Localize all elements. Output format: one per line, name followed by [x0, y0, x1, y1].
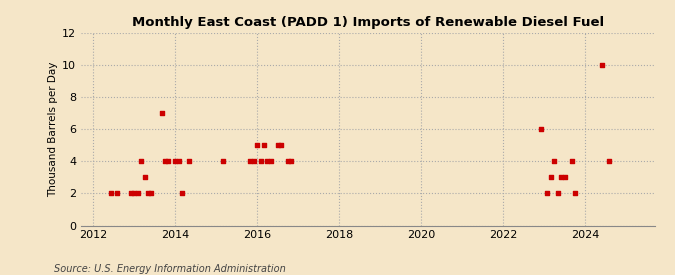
Point [603, 159, 614, 164]
Point [136, 159, 146, 164]
Point [111, 191, 122, 196]
Point [286, 159, 296, 164]
Point [570, 191, 580, 196]
Point [566, 159, 577, 164]
Point [252, 143, 263, 147]
Point [535, 127, 546, 131]
Text: Source: U.S. Energy Information Administration: Source: U.S. Energy Information Administ… [54, 264, 286, 274]
Point [163, 159, 173, 164]
Point [139, 175, 150, 180]
Point [597, 63, 608, 67]
Y-axis label: Thousand Barrels per Day: Thousand Barrels per Day [48, 62, 58, 197]
Point [559, 175, 570, 180]
Point [245, 159, 256, 164]
Point [105, 191, 116, 196]
Point [126, 191, 136, 196]
Point [545, 175, 556, 180]
Point [170, 159, 181, 164]
Point [184, 159, 194, 164]
Point [173, 159, 184, 164]
Point [157, 111, 167, 116]
Point [549, 159, 560, 164]
Title: Monthly East Coast (PADD 1) Imports of Renewable Diesel Fuel: Monthly East Coast (PADD 1) Imports of R… [132, 16, 604, 29]
Point [542, 191, 553, 196]
Point [556, 175, 567, 180]
Point [218, 159, 229, 164]
Point [132, 191, 143, 196]
Point [262, 159, 273, 164]
Point [259, 143, 269, 147]
Point [283, 159, 294, 164]
Point [255, 159, 266, 164]
Point [272, 143, 283, 147]
Point [129, 191, 140, 196]
Point [146, 191, 157, 196]
Point [275, 143, 286, 147]
Point [159, 159, 170, 164]
Point [248, 159, 259, 164]
Point [177, 191, 188, 196]
Point [142, 191, 153, 196]
Point [552, 191, 563, 196]
Point [265, 159, 276, 164]
